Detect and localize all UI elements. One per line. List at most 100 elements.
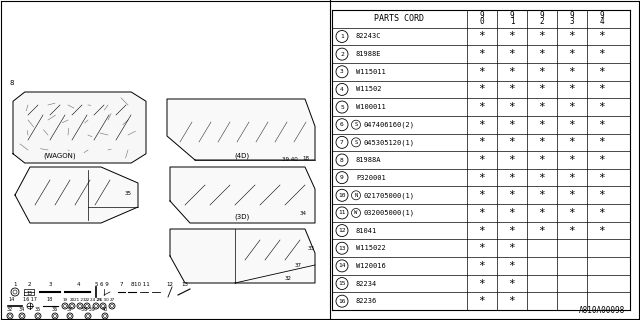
Text: *: * xyxy=(598,208,605,218)
Polygon shape xyxy=(15,167,138,223)
Polygon shape xyxy=(13,92,146,163)
Text: W115011: W115011 xyxy=(356,69,386,75)
Text: 37: 37 xyxy=(67,307,73,312)
Text: *: * xyxy=(509,173,515,183)
Text: *: * xyxy=(509,226,515,236)
Text: 26 30: 26 30 xyxy=(97,298,109,302)
Text: 1: 1 xyxy=(13,282,17,287)
Text: 9: 9 xyxy=(540,11,544,20)
Text: *: * xyxy=(479,102,485,112)
Text: 4: 4 xyxy=(340,87,344,92)
Text: *: * xyxy=(479,190,485,200)
Text: *: * xyxy=(568,155,575,165)
Circle shape xyxy=(351,120,360,129)
Text: *: * xyxy=(509,243,515,253)
Text: 33: 33 xyxy=(308,246,315,251)
Text: 27: 27 xyxy=(109,298,115,302)
Text: *: * xyxy=(509,296,515,306)
Polygon shape xyxy=(167,99,315,160)
Text: 3: 3 xyxy=(570,17,574,26)
Circle shape xyxy=(336,242,348,254)
Text: 36: 36 xyxy=(52,307,58,312)
Text: *: * xyxy=(539,31,545,42)
Text: 18: 18 xyxy=(302,156,309,161)
Text: *: * xyxy=(509,155,515,165)
Text: 18: 18 xyxy=(47,297,53,302)
Polygon shape xyxy=(170,167,315,223)
Text: *: * xyxy=(598,226,605,236)
Text: 9: 9 xyxy=(480,11,484,20)
Text: 35: 35 xyxy=(35,307,41,312)
Text: *: * xyxy=(598,190,605,200)
Text: S: S xyxy=(355,122,358,127)
Text: 82243C: 82243C xyxy=(356,34,381,39)
Text: 12: 12 xyxy=(339,228,346,233)
Text: 3: 3 xyxy=(340,69,344,74)
Text: *: * xyxy=(539,190,545,200)
Text: 10 11: 10 11 xyxy=(134,282,150,287)
Text: 19: 19 xyxy=(63,298,68,302)
Text: 82236: 82236 xyxy=(356,298,377,304)
Text: *: * xyxy=(568,208,575,218)
Text: 021705000(1): 021705000(1) xyxy=(364,192,415,198)
Text: 9: 9 xyxy=(600,11,604,20)
Text: *: * xyxy=(539,137,545,147)
Text: W11502: W11502 xyxy=(356,86,381,92)
Text: *: * xyxy=(509,102,515,112)
Text: *: * xyxy=(479,208,485,218)
Circle shape xyxy=(336,189,348,201)
Circle shape xyxy=(351,208,360,218)
Text: 82234: 82234 xyxy=(356,281,377,286)
Text: 9: 9 xyxy=(570,11,574,20)
Text: *: * xyxy=(539,67,545,77)
Circle shape xyxy=(336,119,348,131)
Text: W120016: W120016 xyxy=(356,263,386,269)
Text: 40: 40 xyxy=(102,307,108,312)
Text: *: * xyxy=(598,137,605,147)
Text: 9: 9 xyxy=(509,11,515,20)
Circle shape xyxy=(336,48,348,60)
Text: *: * xyxy=(568,49,575,59)
Text: *: * xyxy=(479,226,485,236)
Text: *: * xyxy=(598,102,605,112)
Circle shape xyxy=(336,260,348,272)
Text: *: * xyxy=(539,84,545,94)
Text: A810A00098: A810A00098 xyxy=(579,306,625,315)
Text: *: * xyxy=(598,120,605,130)
Text: *: * xyxy=(509,67,515,77)
Text: S: S xyxy=(355,140,358,145)
Text: *: * xyxy=(509,31,515,42)
Text: *: * xyxy=(479,84,485,94)
Text: 8: 8 xyxy=(10,80,15,86)
Text: *: * xyxy=(568,120,575,130)
Text: *: * xyxy=(509,278,515,289)
Text: (4D): (4D) xyxy=(234,152,250,158)
Text: *: * xyxy=(598,155,605,165)
Text: *: * xyxy=(479,278,485,289)
Text: *: * xyxy=(539,155,545,165)
Circle shape xyxy=(336,66,348,78)
Text: 32: 32 xyxy=(285,276,292,281)
Text: 81988E: 81988E xyxy=(356,51,381,57)
Text: 24 25: 24 25 xyxy=(90,298,102,302)
Text: 14: 14 xyxy=(339,263,346,268)
Text: *: * xyxy=(479,31,485,42)
Text: *: * xyxy=(568,31,575,42)
Text: 21 23: 21 23 xyxy=(74,298,86,302)
Circle shape xyxy=(336,136,348,148)
Text: 2: 2 xyxy=(28,282,31,287)
Text: *: * xyxy=(509,84,515,94)
Circle shape xyxy=(336,154,348,166)
Text: *: * xyxy=(479,120,485,130)
Text: *: * xyxy=(568,67,575,77)
Circle shape xyxy=(336,172,348,184)
Text: 15: 15 xyxy=(339,281,346,286)
Text: 16: 16 xyxy=(339,299,346,304)
Text: 3: 3 xyxy=(48,282,52,287)
Text: 10: 10 xyxy=(339,193,346,198)
Text: *: * xyxy=(479,137,485,147)
Text: *: * xyxy=(509,208,515,218)
Text: *: * xyxy=(598,31,605,42)
Text: 13: 13 xyxy=(182,282,189,287)
Text: 20: 20 xyxy=(69,298,75,302)
